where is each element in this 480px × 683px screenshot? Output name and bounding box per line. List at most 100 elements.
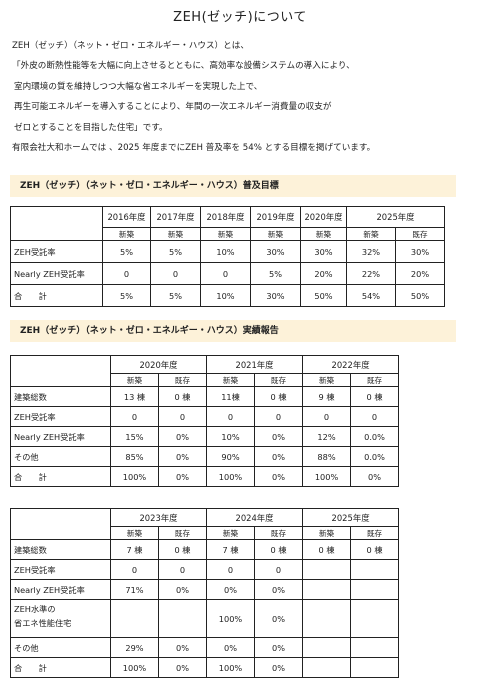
table-cell: 13 棟 [110,386,159,407]
table-cell: 100% [206,657,256,678]
sub-header: 既存 [394,227,446,241]
row-label: ZEH水準の 省エネ性能住宅 [10,599,111,638]
table-cell: 50% [394,284,446,307]
table-cell: 100% [110,657,159,678]
page-title: ZEH(ゼッチ)について [173,10,307,25]
table-cell: 10% [200,240,251,263]
corner-cell [10,206,103,241]
table-cell: 0 [110,559,159,580]
table-cell: 0 [200,262,251,285]
table-cell: 0 棟 [302,539,352,560]
corner-cell [10,508,111,540]
table-cell: 0% [157,579,208,600]
table-cell: 54% [346,284,396,307]
table-cell: 30% [250,284,301,307]
table-cell: 0% [157,466,208,487]
sub-header: 新築 [200,227,251,241]
table-cell: 30% [300,240,347,263]
table-cell: 0% [254,446,304,467]
table-row: Nearly ZEH受託率 15% 0% 10% 0% 12% 0.0% [10,426,400,447]
table-row: 建築総数 7 棟 0 棟 7 棟 0 棟 0 棟 0 棟 [10,539,400,560]
table-cell [302,637,352,658]
table-cell: 0 棟 [350,386,400,407]
sub-header: 新築 [302,526,352,540]
row-label: ZEH受託率 [10,559,111,580]
sub-header: 既存 [254,373,304,387]
year-header: 2021年度 [206,355,304,374]
table-cell: 20% [394,262,446,285]
year-header: 2019年度 [250,206,301,228]
results-table-2020-2022: 2020年度 2021年度 2022年度 新築 既存 新築 既存 新築 既存 建… [10,355,400,487]
table-cell: 0% [254,657,304,678]
row-label-line: 省エネ性能住宅 [14,618,72,628]
sub-header: 既存 [350,373,400,387]
table-cell: 11棟 [206,386,256,407]
sub-header: 既存 [254,526,304,540]
table-cell: 0% [254,637,304,658]
year-header: 2016年度 [102,206,151,228]
table-cell: 10% [200,284,251,307]
table-cell: 0 [102,262,151,285]
table-cell [350,599,400,638]
table-cell [350,657,400,678]
intro-line: 有限会社大和ホームでは 、2025 年度までにZEH 普及率を 54% とする目… [12,143,376,154]
table-cell [302,559,352,580]
table-cell: 0% [254,466,304,487]
year-header: 2022年度 [302,355,400,374]
table-cell: 0% [206,579,256,600]
row-label: Nearly ZEH受託率 [10,262,103,285]
table-cell: 0% [157,637,208,658]
table-cell: 0.0% [350,446,400,467]
table-cell: 0 棟 [350,539,400,560]
intro-line: 「外皮の断熱性能等を大幅に向上させるとともに、高効率な設備システムの導入により、 [12,61,355,72]
table-cell: 0 [150,262,201,285]
table-cell: 0% [206,637,256,658]
table-cell: 0 [206,559,256,580]
intro-line: 室内環境の質を維持しつつ大幅な省エネルギーを実現した上で、 [14,81,263,92]
sub-header: 新築 [346,227,396,241]
year-header: 2020年度 [109,355,208,374]
section-heading-targets: ZEH（ゼッチ）（ネット・ゼロ・エネルギー・ハウス）普及目標 [10,175,456,197]
year-header: 2017年度 [150,206,201,228]
year-header: 2025年度 [302,508,400,527]
intro-text: ZEH（ゼッチ）（ネット・ゼロ・エネルギー・ハウス）とは、 「外皮の断熱性能等を… [12,36,474,158]
table-cell: 100% [302,466,352,487]
table-cell: 5% [102,284,151,307]
table-row: 合 計 100% 0% 100% 0% [10,657,400,678]
table-cell [302,657,352,678]
row-label: 合 計 [10,466,111,487]
row-label: その他 [10,637,111,658]
row-label: 合 計 [10,284,103,307]
row-label: 建築総数 [10,539,111,560]
table-row: 合 計 100% 0% 100% 0% 100% 0% [10,466,400,487]
row-label: Nearly ZEH受託率 [10,579,111,600]
table-cell: 100% [110,466,159,487]
year-header: 2024年度 [206,508,304,527]
sub-header: 既存 [350,526,400,540]
row-label-line: ZEH水準の [14,604,56,614]
targets-table: 2016年度 2017年度 2018年度 2019年度 2020年度 2025年… [10,206,446,307]
table-cell [110,599,159,638]
table-cell: 22% [346,262,396,285]
table-cell: 85% [110,446,159,467]
table-cell: 9 棟 [302,386,352,407]
table-row: その他 85% 0% 90% 0% 88% 0.0% [10,446,400,467]
table-cell: 0 棟 [157,539,208,560]
table-cell: 100% [206,466,256,487]
table-row: ZEH受託率 0 0 0 0 0 0 [10,406,400,427]
table-cell: 0% [157,426,208,447]
table-cell [302,579,352,600]
sub-header: 新築 [150,227,201,241]
sub-header: 新築 [300,227,347,241]
table-cell: 0 [157,559,208,580]
table-cell [350,579,400,600]
year-header: 2025年度 [345,206,446,228]
table-cell: 5% [250,262,301,285]
table-cell: 0 棟 [254,386,304,407]
table-cell: 0 棟 [254,539,304,560]
corner-cell [10,355,111,387]
table-cell: 0% [254,599,304,638]
table-cell: 32% [346,240,396,263]
table-cell: 12% [302,426,352,447]
year-header: 2023年度 [109,508,208,527]
